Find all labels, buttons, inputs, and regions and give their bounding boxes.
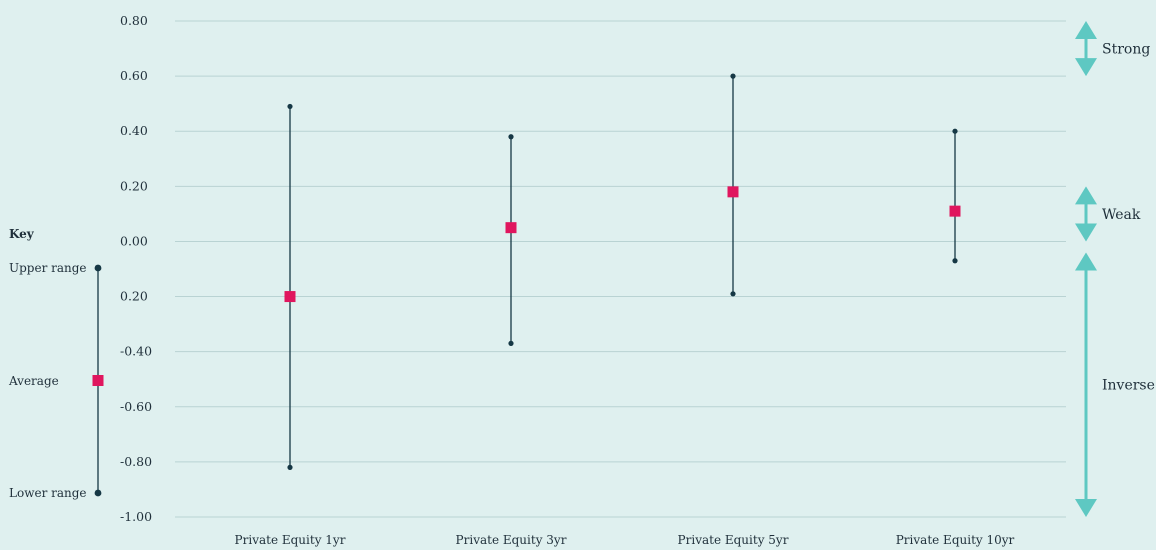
key-upper-label: Upper range xyxy=(9,261,87,275)
key-lower-dot xyxy=(94,489,102,497)
x-category-label: Private Equity 10yr xyxy=(896,533,1015,547)
upper-range-point xyxy=(952,128,958,134)
y-tick-label: 0.40 xyxy=(120,123,148,138)
average-marker xyxy=(949,205,961,217)
gridlines xyxy=(175,20,1066,518)
lower-range-point xyxy=(730,291,736,297)
upper-range-point xyxy=(287,103,293,110)
key-lower-label: Lower range xyxy=(9,486,87,500)
band-arrow: Weak xyxy=(1075,186,1141,242)
y-tick-label: 0.60 xyxy=(120,68,148,83)
band-arrow-down-head xyxy=(1075,499,1097,517)
band-arrow-down-head xyxy=(1075,223,1097,242)
band-arrow-up-head xyxy=(1075,252,1097,271)
y-tick-label: 0.00 xyxy=(120,233,148,248)
key-average-marker xyxy=(92,375,104,386)
y-tick-label: 0.20 xyxy=(120,178,148,193)
band-arrow-up-head xyxy=(1075,21,1097,39)
key-average-label: Average xyxy=(8,374,59,388)
x-category-label: Private Equity 3yr xyxy=(456,533,567,547)
upper-range-point xyxy=(508,134,514,140)
y-tick-label: 0.20 xyxy=(120,289,148,304)
lower-range-point xyxy=(508,340,514,346)
correlation-bands: Strong Weak Inverse xyxy=(1075,21,1155,517)
key-title: Key xyxy=(9,227,35,241)
average-marker xyxy=(727,186,739,198)
y-tick-label: 0.80 xyxy=(120,13,148,28)
x-category-label: Private Equity 5yr xyxy=(678,533,789,547)
y-axis-ticks: 0.80 0.60 0.40 0.20 0.00 0.20 -0.40 -0.60 -0.80 -… xyxy=(120,13,152,524)
y-tick-label: -1.00 xyxy=(120,509,152,524)
legend-key: Key Upper range Average Lower range xyxy=(8,227,104,500)
x-axis-labels: Private Equity 1yr Private Equity 3yr Priv… xyxy=(235,533,1015,547)
x-category-label: Private Equity 1yr xyxy=(235,533,346,547)
lower-range-point xyxy=(287,464,293,470)
band-arrow-up-head xyxy=(1075,186,1097,205)
y-tick-label: -0.80 xyxy=(120,454,152,469)
band-label: Strong xyxy=(1102,42,1150,58)
band-arrow: Strong xyxy=(1075,21,1150,77)
band-arrow-down-head xyxy=(1075,58,1097,77)
band-label: Weak xyxy=(1102,207,1141,223)
average-marker xyxy=(284,291,296,303)
key-upper-dot xyxy=(94,264,102,272)
upper-range-point xyxy=(730,73,736,79)
band-arrow: Inverse xyxy=(1075,252,1155,517)
y-tick-label: -0.40 xyxy=(120,344,152,359)
lower-range-point xyxy=(952,258,958,264)
range-series xyxy=(284,73,961,470)
y-tick-label: -0.60 xyxy=(120,399,152,414)
band-label: Inverse xyxy=(1102,378,1155,394)
average-marker xyxy=(505,222,517,234)
